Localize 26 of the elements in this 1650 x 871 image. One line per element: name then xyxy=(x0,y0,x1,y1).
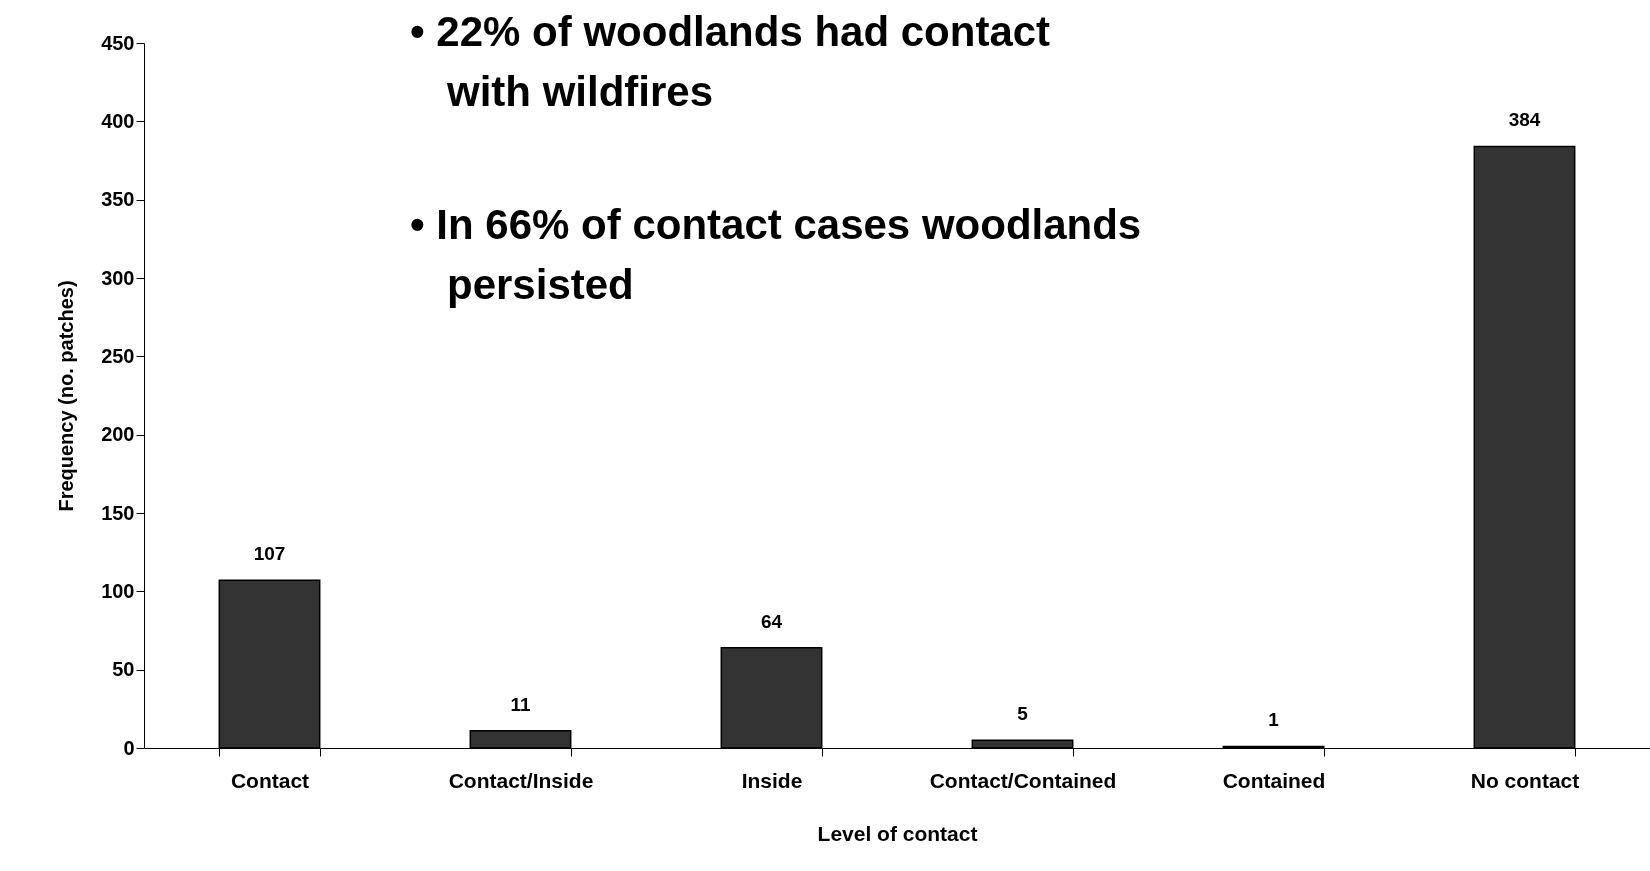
x-axis-title: Level of contact xyxy=(817,821,978,845)
y-tick-label: 0 xyxy=(123,736,135,759)
y-tick-label: 100 xyxy=(101,579,135,602)
data-label: 11 xyxy=(510,693,531,715)
x-tick-label: Contact/Inside xyxy=(448,768,594,792)
y-tick-label: 400 xyxy=(101,109,135,132)
data-label: 5 xyxy=(1017,703,1029,725)
y-tick-label: 350 xyxy=(101,188,135,211)
y-tick-label: 200 xyxy=(101,423,135,446)
x-tick-label: Inside xyxy=(741,768,803,792)
x-tick-label: No contact xyxy=(1470,768,1580,792)
annotation: • In 66% of contact cases woodlands persisted xyxy=(410,201,1142,308)
data-label: 107 xyxy=(253,543,286,565)
x-tick-label: Contact/Contained xyxy=(929,768,1117,792)
data-label: 384 xyxy=(1508,109,1541,131)
y-tick-label: 250 xyxy=(101,344,135,367)
x-tick-label: Contained xyxy=(1222,768,1326,792)
y-tick-label: 150 xyxy=(101,501,135,524)
data-label: 1 xyxy=(1268,709,1280,731)
y-tick-label: 450 xyxy=(101,31,135,54)
data-label: 64 xyxy=(760,610,783,632)
y-tick-label: 300 xyxy=(101,266,135,289)
x-tick-label: Contact xyxy=(230,768,310,792)
y-axis-title: Frequency (no. patches) xyxy=(55,280,78,512)
annotation: • 22% of woodlands had contact with wildfires xyxy=(410,8,1051,115)
y-tick-label: 50 xyxy=(112,658,135,681)
